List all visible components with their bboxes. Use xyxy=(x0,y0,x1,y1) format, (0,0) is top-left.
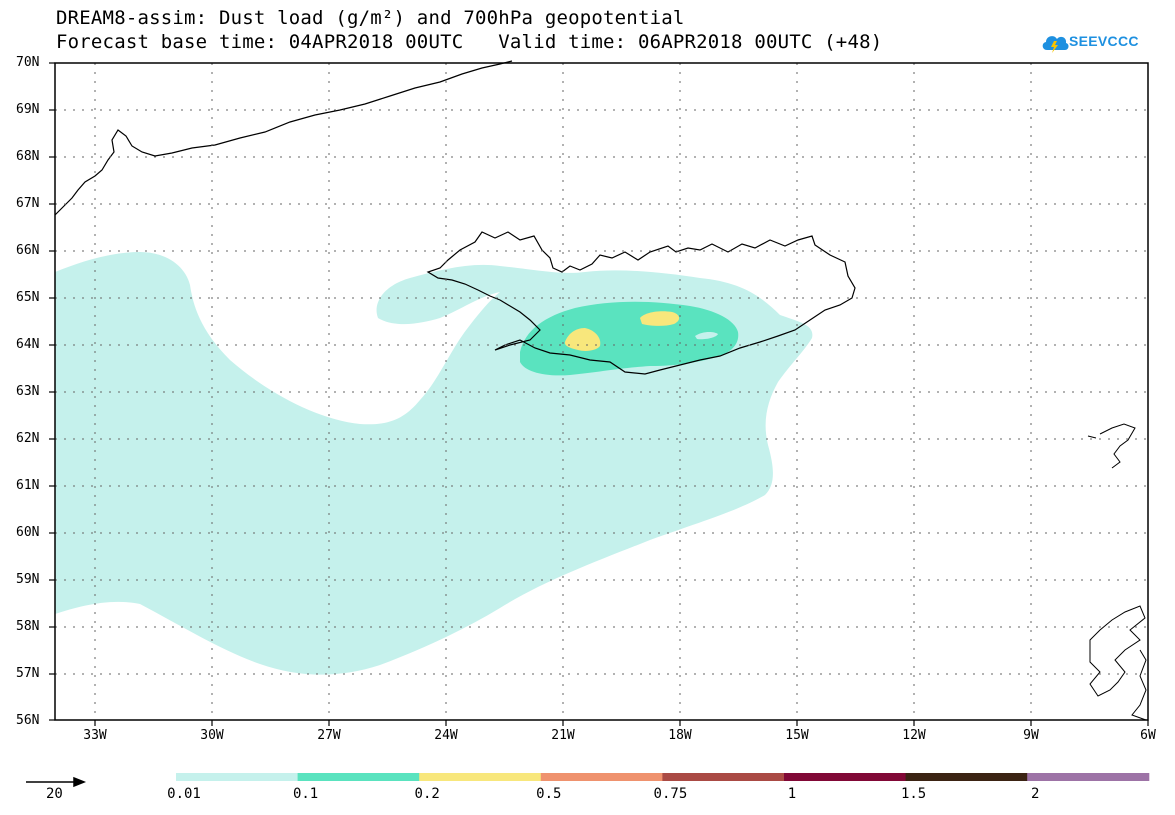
lat-label: 61N xyxy=(16,478,40,493)
lat-label: 69N xyxy=(16,102,40,117)
legend-label: 1 xyxy=(787,786,797,802)
iceland-coastline xyxy=(426,231,856,375)
lon-label: 30W xyxy=(200,728,224,743)
lat-label: 65N xyxy=(16,290,40,305)
legend-swatch xyxy=(662,773,785,781)
map-title-line2: Forecast base time: 04APR2018 00UTC Vali… xyxy=(56,31,883,53)
lon-label: 24W xyxy=(434,728,458,743)
dust-gap xyxy=(695,331,718,340)
legend-swatch xyxy=(1027,773,1150,781)
logo-text: SEEVCCC xyxy=(1069,33,1139,49)
lat-label: 66N xyxy=(16,243,40,258)
legend-label: 0.75 xyxy=(653,786,688,802)
legend-label: 0.5 xyxy=(536,786,562,802)
faroe-islands xyxy=(1087,423,1136,469)
legend-label: 1.5 xyxy=(900,786,927,802)
lat-label: 68N xyxy=(16,149,40,164)
lon-label: 27W xyxy=(317,728,341,743)
legend-color-bar xyxy=(176,773,1150,781)
lon-label: 9W xyxy=(1023,728,1039,743)
scotland-coastline xyxy=(1089,605,1147,721)
lon-label: 18W xyxy=(668,728,692,743)
graticule xyxy=(55,63,1148,720)
lon-label: 6W xyxy=(1140,728,1156,743)
legend-swatch xyxy=(540,773,663,781)
lat-label: 59N xyxy=(16,572,40,587)
dust-area-0.2-b xyxy=(640,311,680,326)
legend-swatch xyxy=(419,773,542,781)
legend-label: 2 xyxy=(1030,786,1040,802)
map-title-line1: DREAM8-assim: Dust load (g/m²) and 700hP… xyxy=(56,7,685,29)
lat-label: 63N xyxy=(16,384,40,399)
dust-area-0.2-a xyxy=(564,328,601,351)
lat-label: 70N xyxy=(16,55,40,70)
wind-reference-arrow xyxy=(26,776,87,788)
wind-reference-label: 20 xyxy=(46,786,63,802)
greenland-coastline xyxy=(54,60,513,216)
legend-label: 0.2 xyxy=(414,786,440,802)
lat-label: 58N xyxy=(16,619,40,634)
legend-label: 0.01 xyxy=(167,786,201,802)
lat-label: 56N xyxy=(16,713,40,728)
lon-label: 33W xyxy=(83,728,107,743)
lon-label: 12W xyxy=(902,728,926,743)
lat-label: 60N xyxy=(16,525,40,540)
legend-swatch xyxy=(176,773,299,781)
lat-label: 64N xyxy=(16,337,40,352)
dust-area-0.1 xyxy=(520,301,739,376)
legend-swatch xyxy=(784,773,907,781)
lat-label: 57N xyxy=(16,666,40,681)
tick-marks xyxy=(49,62,1149,726)
legend-label: 0.1 xyxy=(292,786,319,802)
legend-swatch xyxy=(297,773,420,781)
lon-label: 21W xyxy=(551,728,575,743)
lat-label: 67N xyxy=(16,196,40,211)
cloud-icon xyxy=(1042,36,1069,53)
legend-swatch xyxy=(905,773,1028,781)
lat-label: 62N xyxy=(16,431,40,446)
lon-label: 15W xyxy=(785,728,809,743)
